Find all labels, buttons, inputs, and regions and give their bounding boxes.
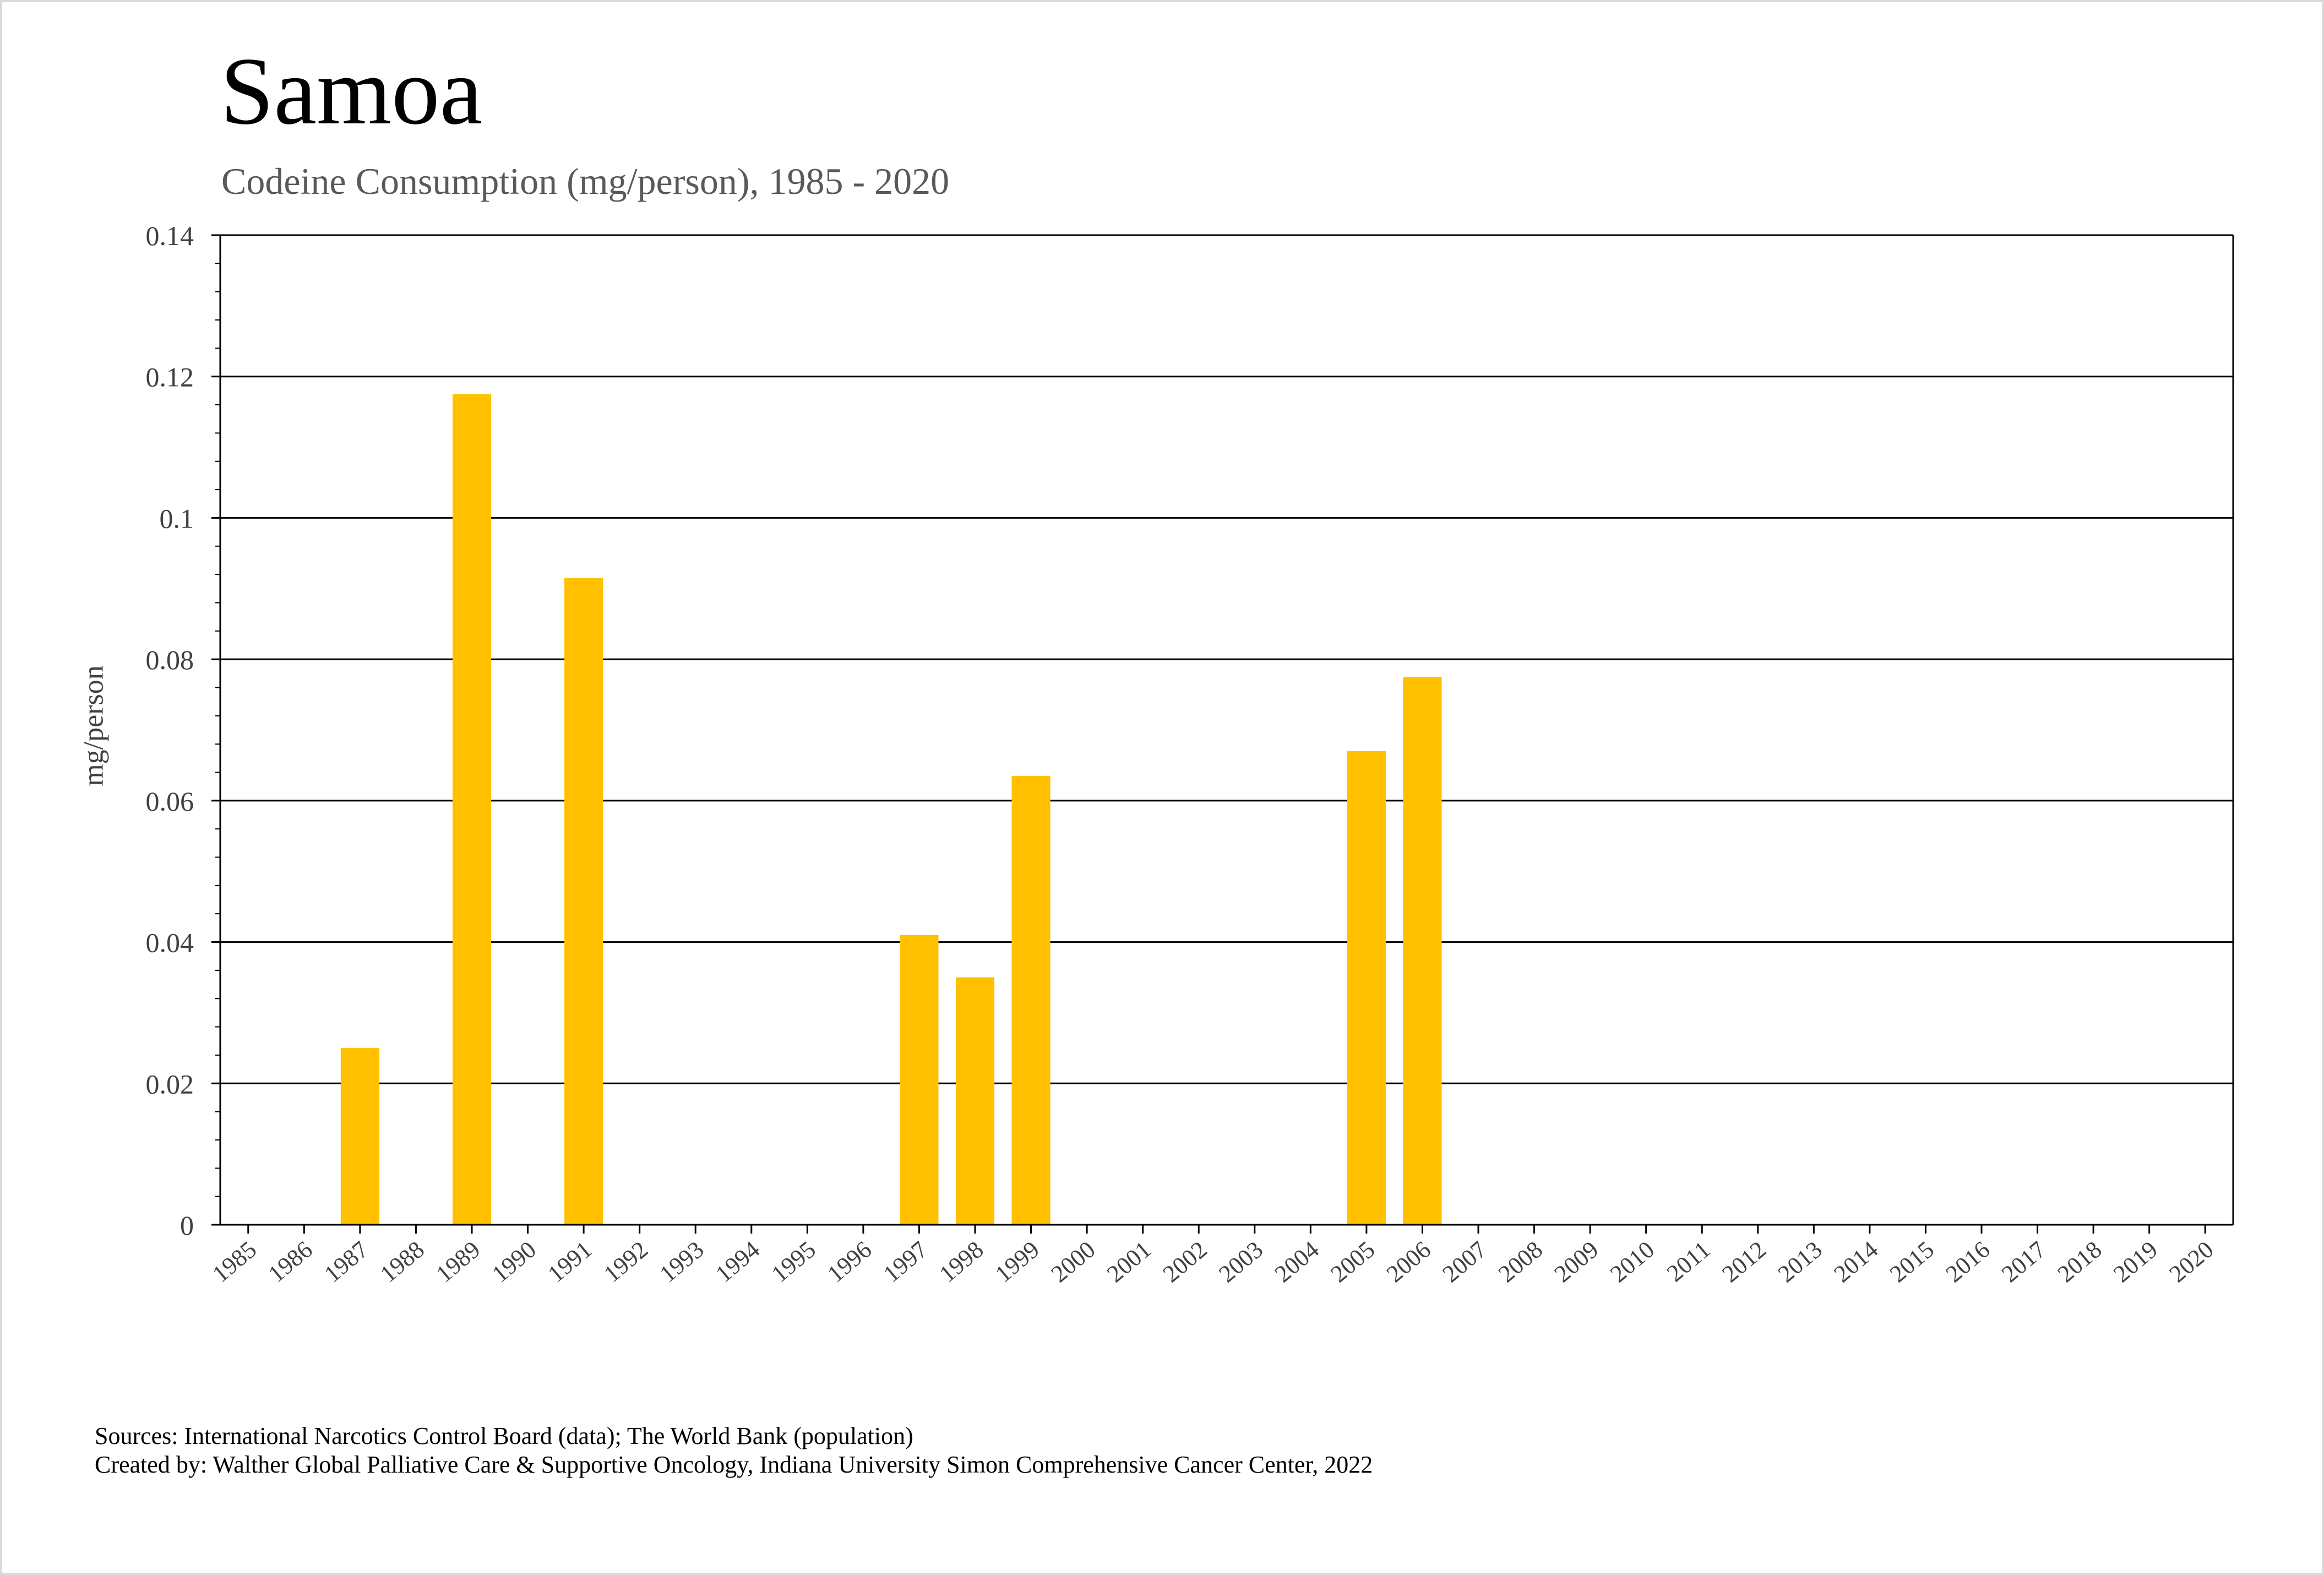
x-tick-label: 1989 bbox=[431, 1236, 486, 1288]
x-tick-label: 2014 bbox=[1828, 1236, 1883, 1288]
bars bbox=[340, 394, 1442, 1225]
sources-line: Sources: International Narcotics Control… bbox=[95, 1422, 913, 1449]
x-tick-label: 1987 bbox=[319, 1236, 373, 1288]
x-tick-label: 2002 bbox=[1158, 1236, 1212, 1288]
x-tick-label: 1998 bbox=[934, 1236, 989, 1288]
x-tick-label: 2020 bbox=[2164, 1236, 2219, 1288]
chart-title: Samoa bbox=[220, 37, 483, 144]
bar-1989 bbox=[452, 394, 492, 1225]
x-tick-label: 1988 bbox=[375, 1236, 429, 1288]
x-tick-label: 2008 bbox=[1493, 1236, 1548, 1288]
x-tick-label: 2019 bbox=[2108, 1236, 2163, 1288]
x-tick-label: 2017 bbox=[1996, 1236, 2051, 1288]
y-tick-label: 0 bbox=[180, 1210, 194, 1241]
x-tick-label: 1993 bbox=[655, 1236, 709, 1288]
x-tick-label: 1996 bbox=[822, 1236, 877, 1288]
y-tick-label: 0.02 bbox=[146, 1068, 194, 1099]
x-tick-label: 1999 bbox=[990, 1236, 1044, 1288]
bar-1987 bbox=[340, 1048, 379, 1225]
y-tick-label: 0.04 bbox=[146, 927, 194, 958]
x-tick-label: 2018 bbox=[2053, 1236, 2107, 1288]
bar-2005 bbox=[1347, 751, 1386, 1225]
x-tick-label: 2000 bbox=[1046, 1236, 1101, 1288]
x-tick-label: 2015 bbox=[1885, 1236, 1939, 1288]
created-by-line: Created by: Walther Global Palliative Ca… bbox=[95, 1451, 1373, 1478]
x-tick-label: 2004 bbox=[1270, 1236, 1324, 1288]
x-tick-label: 2006 bbox=[1381, 1236, 1436, 1288]
bar-1998 bbox=[955, 977, 995, 1225]
x-tick-label: 1994 bbox=[710, 1236, 765, 1288]
y-tick-label: 0.1 bbox=[160, 503, 194, 534]
chart-subtitle: Codeine Consumption (mg/person), 1985 - … bbox=[221, 160, 950, 202]
y-tick-label: 0.08 bbox=[146, 644, 194, 675]
x-tick-label: 2010 bbox=[1605, 1236, 1659, 1288]
x-tick-label: 2007 bbox=[1438, 1236, 1492, 1288]
x-tick-label: 2009 bbox=[1549, 1236, 1604, 1288]
y-tick-label: 0.12 bbox=[146, 362, 194, 393]
x-tick-label: 2011 bbox=[1662, 1236, 1716, 1287]
gridlines bbox=[220, 234, 2233, 1084]
bar-2006 bbox=[1403, 677, 1442, 1225]
x-tick-label: 1990 bbox=[487, 1236, 541, 1288]
x-tick-label: 2013 bbox=[1773, 1236, 1827, 1288]
bar-1997 bbox=[900, 935, 939, 1225]
x-tick-label: 2012 bbox=[1717, 1236, 1771, 1288]
y-tick-label: 0.06 bbox=[146, 786, 194, 817]
x-tick-label: 2001 bbox=[1102, 1236, 1156, 1288]
sources-note: Sources: International Narcotics Control… bbox=[95, 1422, 1373, 1479]
x-tick-label: 1997 bbox=[878, 1236, 933, 1288]
x-tick-label: 2005 bbox=[1325, 1236, 1380, 1288]
x-tick-label: 1995 bbox=[766, 1236, 821, 1288]
x-tick-label: 1992 bbox=[598, 1236, 653, 1288]
x-tick-label: 1986 bbox=[263, 1236, 318, 1288]
y-tick-label: 0.14 bbox=[146, 220, 194, 251]
axes bbox=[211, 234, 2234, 1234]
bar-1999 bbox=[1011, 775, 1051, 1225]
x-tick-label: 1985 bbox=[207, 1236, 262, 1288]
x-tick-label: 1991 bbox=[543, 1236, 597, 1288]
bar-1991 bbox=[564, 578, 603, 1225]
x-tick-label: 2003 bbox=[1213, 1236, 1268, 1288]
x-tick-label: 2016 bbox=[1941, 1236, 1995, 1288]
